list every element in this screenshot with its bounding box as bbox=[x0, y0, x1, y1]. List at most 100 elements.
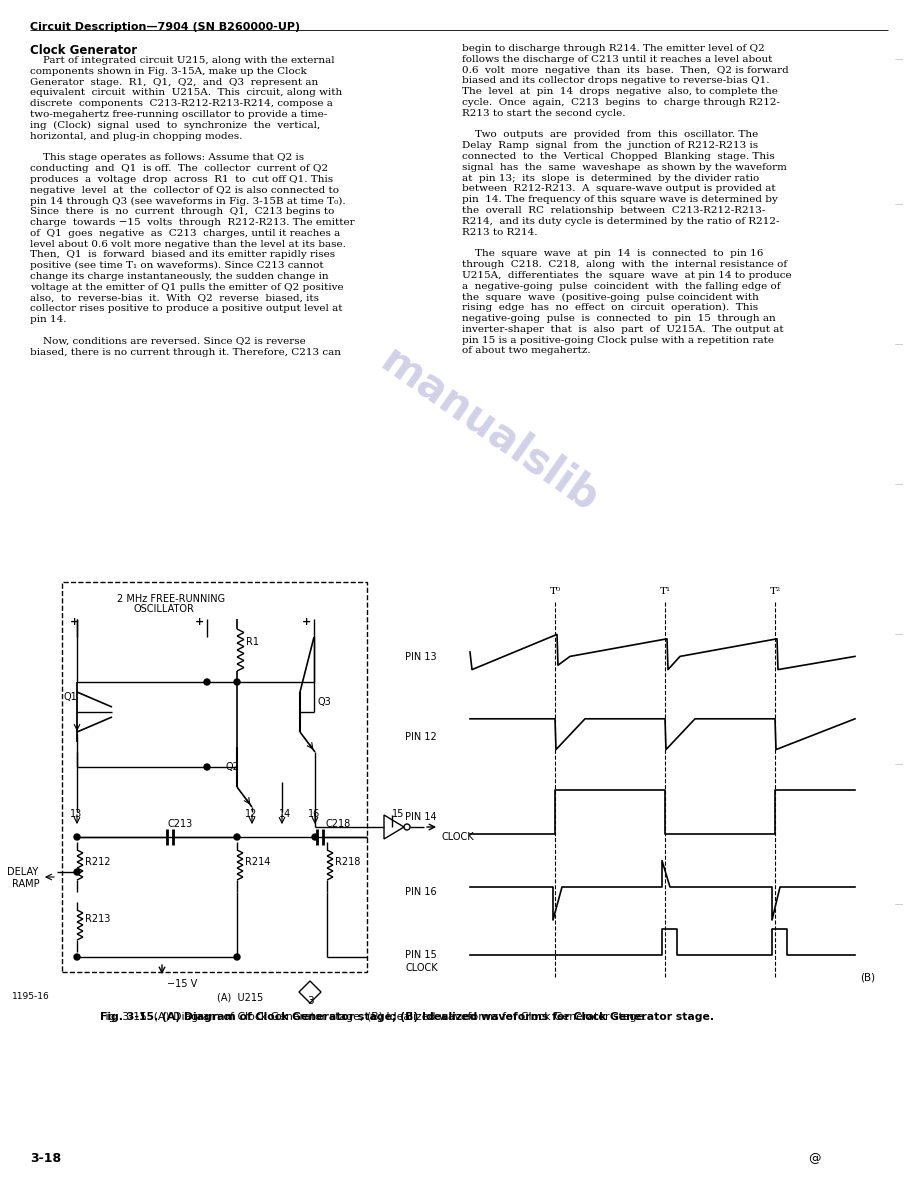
Text: +: + bbox=[195, 617, 204, 627]
Text: manualslib: manualslib bbox=[373, 340, 607, 520]
Text: OSCILLATOR: OSCILLATOR bbox=[134, 604, 195, 614]
Text: conducting  and  Q1  is off.  The  collector  current of Q2: conducting and Q1 is off. The collector … bbox=[30, 164, 328, 173]
Text: T²: T² bbox=[770, 587, 781, 596]
Text: Now, conditions are reversed. Since Q2 is reverse: Now, conditions are reversed. Since Q2 i… bbox=[30, 337, 306, 346]
Text: 14: 14 bbox=[279, 809, 291, 819]
Text: PIN 12: PIN 12 bbox=[405, 732, 437, 742]
Text: voltage at the emitter of Q1 pulls the emitter of Q2 positive: voltage at the emitter of Q1 pulls the e… bbox=[30, 283, 343, 292]
Text: discrete  components  C213-R212-R213-R214, compose a: discrete components C213-R212-R213-R214,… bbox=[30, 100, 333, 108]
Text: R1: R1 bbox=[246, 637, 259, 647]
Text: 1195-16: 1195-16 bbox=[12, 992, 50, 1001]
Text: Generator  stage.  R1,  Q1,  Q2,  and  Q3  represent an: Generator stage. R1, Q1, Q2, and Q3 repr… bbox=[30, 77, 319, 87]
Text: —: — bbox=[895, 760, 903, 767]
Text: the  square  wave  (positive-going  pulse coincident with: the square wave (positive-going pulse co… bbox=[462, 292, 759, 302]
Text: R213 to start the second cycle.: R213 to start the second cycle. bbox=[462, 109, 625, 118]
Text: C213: C213 bbox=[167, 819, 192, 829]
Text: the  overall  RC  relationship  between  C213-R212-R213-: the overall RC relationship between C213… bbox=[462, 206, 766, 215]
Text: —: — bbox=[895, 340, 903, 348]
Text: also,  to  reverse-bias  it.  With  Q2  reverse  biased, its: also, to reverse-bias it. With Q2 revers… bbox=[30, 293, 319, 303]
Text: 15: 15 bbox=[392, 809, 404, 819]
Text: R214,  and its duty cycle is determined by the ratio of R212-: R214, and its duty cycle is determined b… bbox=[462, 216, 779, 226]
Text: 13: 13 bbox=[70, 809, 83, 819]
Text: signal  has  the  same  waveshape  as shown by the waveform: signal has the same waveshape as shown b… bbox=[462, 163, 787, 172]
Text: —: — bbox=[895, 55, 903, 63]
Text: positive (see time T₁ on waveforms). Since C213 cannot: positive (see time T₁ on waveforms). Sin… bbox=[30, 261, 324, 271]
Text: biased and its collector drops negative to reverse-bias Q1.: biased and its collector drops negative … bbox=[462, 76, 769, 86]
Text: negative  level  at  the  collector of Q2 is also connected to: negative level at the collector of Q2 is… bbox=[30, 185, 339, 195]
Text: Two  outputs  are  provided  from  this  oscillator. The: Two outputs are provided from this oscil… bbox=[462, 131, 758, 139]
Text: at  pin 13;  its  slope  is  determined  by the divider ratio: at pin 13; its slope is determined by th… bbox=[462, 173, 759, 183]
Text: R214: R214 bbox=[245, 857, 271, 867]
Text: @: @ bbox=[808, 1152, 821, 1165]
Text: The  square  wave  at  pin  14  is  connected  to  pin 16: The square wave at pin 14 is connected t… bbox=[462, 249, 764, 258]
Text: Q3: Q3 bbox=[318, 697, 331, 707]
Text: (A)  U215: (A) U215 bbox=[217, 992, 263, 1001]
Text: R218: R218 bbox=[335, 857, 361, 867]
Text: 12: 12 bbox=[245, 809, 257, 819]
Text: Q2: Q2 bbox=[225, 762, 239, 772]
Circle shape bbox=[204, 680, 210, 685]
Text: through  C218.  C218,  along  with  the  internal resistance of: through C218. C218, along with the inter… bbox=[462, 260, 787, 268]
Text: Q1: Q1 bbox=[64, 691, 78, 702]
Text: biased, there is no current through it. Therefore, C213 can: biased, there is no current through it. … bbox=[30, 348, 341, 356]
Text: connected  to  the  Vertical  Chopped  Blanking  stage. This: connected to the Vertical Chopped Blanki… bbox=[462, 152, 775, 162]
Text: pin 14 through Q3 (see waveforms in Fig. 3-15B at time T₀).: pin 14 through Q3 (see waveforms in Fig.… bbox=[30, 196, 345, 206]
Text: —: — bbox=[895, 630, 903, 638]
Text: equivalent  circuit  within  U215A.  This  circuit, along with: equivalent circuit within U215A. This ci… bbox=[30, 88, 342, 97]
Text: a  negative-going  pulse  coincident  with  the falling edge of: a negative-going pulse coincident with t… bbox=[462, 282, 780, 291]
Text: Part of integrated circuit U215, along with the external: Part of integrated circuit U215, along w… bbox=[30, 56, 335, 65]
Circle shape bbox=[234, 680, 240, 685]
Text: R213 to R214.: R213 to R214. bbox=[462, 228, 538, 236]
Text: Circuit Description—7904 (SN B260000-UP): Circuit Description—7904 (SN B260000-UP) bbox=[30, 23, 300, 32]
Text: horizontal, and plug-in chopping modes.: horizontal, and plug-in chopping modes. bbox=[30, 132, 242, 140]
Text: of  Q1  goes  negative  as  C213  charges, until it reaches a: of Q1 goes negative as C213 charges, unt… bbox=[30, 229, 341, 238]
Text: (B): (B) bbox=[860, 972, 875, 982]
Text: C218: C218 bbox=[325, 819, 351, 829]
Text: inverter-shaper  that  is  also  part  of  U215A.  The output at: inverter-shaper that is also part of U21… bbox=[462, 324, 784, 334]
Text: pin 14.: pin 14. bbox=[30, 315, 66, 324]
Circle shape bbox=[204, 764, 210, 770]
Text: 3-18: 3-18 bbox=[30, 1152, 62, 1165]
Text: RAMP: RAMP bbox=[12, 879, 39, 889]
Text: rising  edge  has  no  effect  on  circuit  operation).  This: rising edge has no effect on circuit ope… bbox=[462, 303, 758, 312]
Text: —: — bbox=[895, 200, 903, 208]
Text: +: + bbox=[302, 617, 311, 627]
Text: The  level  at  pin  14  drops  negative  also, to complete the: The level at pin 14 drops negative also,… bbox=[462, 87, 778, 96]
Circle shape bbox=[74, 954, 80, 960]
Text: This stage operates as follows: Assume that Q2 is: This stage operates as follows: Assume t… bbox=[30, 153, 304, 163]
Text: two-megahertz free-running oscillator to provide a time-: two-megahertz free-running oscillator to… bbox=[30, 110, 327, 119]
Circle shape bbox=[74, 868, 80, 876]
Text: cycle.  Once  again,  C213  begins  to  charge through R212-: cycle. Once again, C213 begins to charge… bbox=[462, 97, 780, 107]
Circle shape bbox=[234, 834, 240, 840]
Text: CLOCK: CLOCK bbox=[405, 963, 438, 973]
Text: change its charge instantaneously, the sudden change in: change its charge instantaneously, the s… bbox=[30, 272, 329, 282]
Circle shape bbox=[234, 954, 240, 960]
Text: components shown in Fig. 3-15A, make up the Clock: components shown in Fig. 3-15A, make up … bbox=[30, 67, 307, 76]
Text: 2 MHz FREE-RUNNING: 2 MHz FREE-RUNNING bbox=[117, 594, 225, 604]
Text: 3: 3 bbox=[307, 996, 314, 1006]
Text: level about 0.6 volt more negative than the level at its base.: level about 0.6 volt more negative than … bbox=[30, 240, 346, 248]
Text: of about two megahertz.: of about two megahertz. bbox=[462, 347, 590, 355]
Text: —: — bbox=[895, 901, 903, 908]
Text: collector rises positive to produce a positive output level at: collector rises positive to produce a po… bbox=[30, 304, 342, 314]
Text: CLOCK: CLOCK bbox=[441, 832, 474, 842]
Text: charge  towards −15  volts  through  R212-R213. The emitter: charge towards −15 volts through R212-R2… bbox=[30, 219, 354, 227]
Text: −15 V: −15 V bbox=[167, 979, 197, 988]
Text: U215A,  differentiates  the  square  wave  at pin 14 to produce: U215A, differentiates the square wave at… bbox=[462, 271, 791, 280]
Text: Clock Generator: Clock Generator bbox=[30, 44, 137, 57]
Text: 0.6  volt  more  negative  than  its  base.  Then,  Q2 is forward: 0.6 volt more negative than its base. Th… bbox=[462, 65, 789, 75]
Text: negative-going  pulse  is  connected  to  pin  15  through an: negative-going pulse is connected to pin… bbox=[462, 314, 776, 323]
Text: T⁰: T⁰ bbox=[550, 587, 561, 596]
Text: between  R212-R213.  A  square-wave output is provided at: between R212-R213. A square-wave output … bbox=[462, 184, 776, 194]
Text: pin 15 is a positive-going Clock pulse with a repetition rate: pin 15 is a positive-going Clock pulse w… bbox=[462, 335, 774, 345]
Text: R212: R212 bbox=[85, 857, 110, 867]
Text: produces  a  voltage  drop  across  R1  to  cut off Q1. This: produces a voltage drop across R1 to cut… bbox=[30, 175, 333, 184]
Text: +: + bbox=[70, 617, 79, 627]
Circle shape bbox=[312, 834, 318, 840]
Text: 16: 16 bbox=[308, 809, 320, 819]
Text: Delay  Ramp  signal  from  the  junction of R212-R213 is: Delay Ramp signal from the junction of R… bbox=[462, 141, 758, 150]
Text: R213: R213 bbox=[85, 914, 110, 924]
Circle shape bbox=[74, 834, 80, 840]
Text: PIN 16: PIN 16 bbox=[405, 887, 437, 897]
Text: pin  14. The frequency of this square wave is determined by: pin 14. The frequency of this square wav… bbox=[462, 195, 778, 204]
